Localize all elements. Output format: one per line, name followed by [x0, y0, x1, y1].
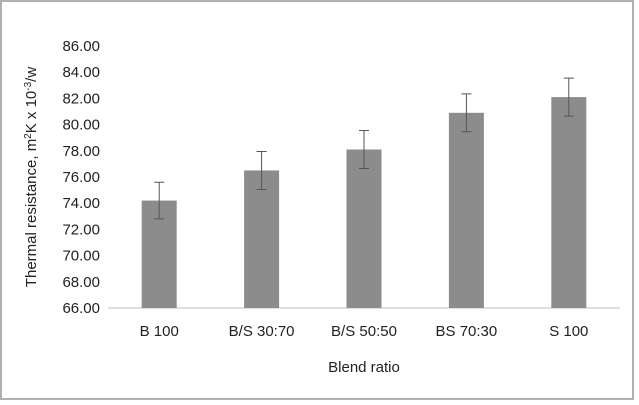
x-tick-label: BS 70:30	[436, 323, 498, 340]
y-tick-labels: 86.00 84.00 82.00 80.00 78.00 76.00 74.00 72.00…	[62, 38, 100, 317]
y-axis-title-part: K x 10	[23, 91, 40, 134]
x-tick-label: B/S 50:50	[331, 323, 397, 340]
y-axis-title-superscript: 2	[23, 133, 34, 139]
error-bar	[359, 129, 369, 169]
y-tick-label: 84.00	[62, 64, 100, 81]
y-axis-title-superscript: -3	[23, 81, 34, 90]
y-tick-label: 86.00	[62, 38, 100, 55]
bar	[244, 170, 280, 308]
y-tick-label: 80.00	[62, 117, 100, 134]
bar	[551, 97, 587, 308]
error-bar	[256, 150, 267, 190]
error-bar	[461, 93, 472, 133]
y-axis-title-part: Thermal resistance, m	[23, 139, 40, 287]
error-bars	[154, 77, 574, 220]
x-tick-label: B 100	[140, 323, 179, 340]
y-axis-title: Thermal resistance, m2K x 10-3/w	[23, 67, 41, 288]
y-tick-label: 72.00	[62, 221, 100, 238]
chart-frame	[0, 0, 634, 400]
y-tick-label: 74.00	[62, 195, 100, 212]
bars	[141, 97, 587, 308]
y-tick-label: 76.00	[62, 169, 100, 186]
y-tick-label: 70.00	[62, 248, 100, 265]
y-tick-label: 82.00	[62, 90, 100, 107]
y-tick-label: 68.00	[62, 274, 100, 291]
error-bar	[154, 181, 165, 220]
x-axis-title: Blend ratio	[328, 359, 400, 376]
x-tick-labels: B 100 B/S 30:70 B/S 50:50 BS 70:30 S 100	[140, 323, 589, 340]
x-tick-label: S 100	[549, 323, 588, 340]
bar	[448, 112, 484, 308]
y-tick-label: 78.00	[62, 143, 100, 160]
error-bar	[563, 77, 574, 117]
y-tick-label: 66.00	[62, 300, 100, 317]
y-axis-title-part: /w	[23, 67, 40, 82]
x-tick-label: B/S 30:70	[229, 323, 295, 340]
bar	[346, 149, 382, 308]
